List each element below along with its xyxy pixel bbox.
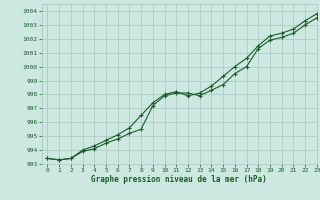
- X-axis label: Graphe pression niveau de la mer (hPa): Graphe pression niveau de la mer (hPa): [91, 175, 267, 184]
